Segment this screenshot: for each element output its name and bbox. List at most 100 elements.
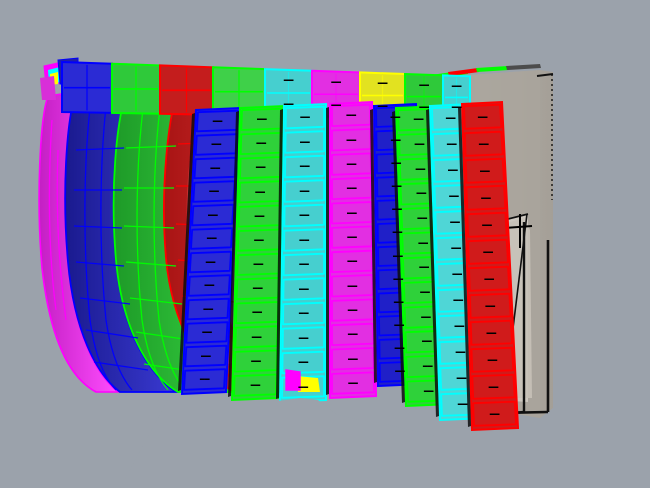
mesh-cell[interactable] <box>188 250 232 274</box>
cell-label: ▬▬ <box>202 329 212 336</box>
column-cyan-2-seam <box>426 109 439 417</box>
mesh-cell[interactable] <box>331 371 375 395</box>
cell-label: ▬▬ <box>331 101 341 108</box>
cell-label: ▬▬ <box>478 140 489 147</box>
mesh-cell[interactable] <box>185 321 229 344</box>
cell-label: ▬▬ <box>456 375 467 381</box>
mesh-cell[interactable] <box>191 203 235 227</box>
mesh-cell[interactable] <box>463 130 504 157</box>
cell-label: ▬▬ <box>421 313 431 320</box>
cell-label: ▬▬ <box>394 345 405 352</box>
mesh-cell[interactable] <box>331 249 374 274</box>
mesh-cell[interactable] <box>464 157 505 184</box>
mesh-cell[interactable] <box>471 373 516 400</box>
mesh-cell[interactable] <box>468 265 511 292</box>
stub-magenta <box>285 369 301 391</box>
column-green-1-seam <box>228 111 239 397</box>
cell-label: ▬▬ <box>348 379 358 386</box>
cell-label: ▬▬ <box>422 338 432 345</box>
mesh-cell[interactable] <box>468 292 512 319</box>
mesh-cell[interactable] <box>283 179 325 203</box>
cell-label: ▬▬ <box>347 258 357 265</box>
mesh-cell[interactable] <box>470 346 515 373</box>
mesh-cell[interactable] <box>331 347 375 371</box>
cell-label: ▬▬ <box>419 103 429 110</box>
mesh-cell[interactable] <box>467 238 509 265</box>
cell-label: ▬▬ <box>255 164 266 171</box>
cell-label: ▬▬ <box>348 355 358 362</box>
cell-label: ▬▬ <box>254 212 265 219</box>
mesh-cell[interactable] <box>469 319 513 346</box>
mesh-cell[interactable] <box>284 130 325 154</box>
cell-label: ▬▬ <box>346 112 356 119</box>
cell-label: ▬▬ <box>299 261 309 268</box>
cell-label: ▬▬ <box>255 188 265 195</box>
column-blue-1-seam <box>178 113 195 391</box>
cell-label: ▬▬ <box>252 285 263 292</box>
cell-label: ▬▬ <box>453 297 463 303</box>
cell-label: ▬▬ <box>487 356 498 363</box>
mesh-cell[interactable] <box>281 326 325 350</box>
mesh-cell[interactable] <box>183 368 227 391</box>
cell-label: ▬▬ <box>212 117 223 124</box>
mesh-cell[interactable] <box>283 203 325 228</box>
mesh-cell[interactable] <box>283 228 325 252</box>
column-red-1-seam <box>458 107 471 427</box>
cell-label: ▬▬ <box>253 261 264 268</box>
cell-label: ▬▬ <box>482 221 492 228</box>
mesh-cell[interactable] <box>284 154 325 179</box>
mesh-cell[interactable] <box>282 301 325 326</box>
mesh-cell[interactable] <box>331 298 374 322</box>
cell-label: ▬▬ <box>486 329 497 336</box>
cell-label: ▬▬ <box>457 401 468 407</box>
cell-label: ▬▬ <box>204 282 215 289</box>
cell-label: ▬▬ <box>298 359 309 366</box>
cell-label: ▬▬ <box>448 167 458 173</box>
mesh-cell[interactable] <box>463 103 503 130</box>
mesh-cell[interactable] <box>284 105 325 130</box>
column-blue-2-seam <box>370 109 377 383</box>
cell-label: ▬▬ <box>256 140 266 147</box>
label-columns[interactable] <box>120 100 520 488</box>
mesh-cell[interactable] <box>233 373 278 397</box>
cell-label: ▬▬ <box>451 245 461 251</box>
mesh-cell[interactable] <box>331 322 375 347</box>
mesh-cell[interactable] <box>184 344 228 368</box>
cell-label: ▬▬ <box>377 80 388 87</box>
cell-label: ▬▬ <box>393 298 404 305</box>
column-green-2-seam <box>392 111 405 403</box>
mesh-cell[interactable] <box>465 184 507 211</box>
mesh-cell[interactable] <box>472 400 517 427</box>
mesh-cell[interactable] <box>190 227 234 250</box>
cell-label: ▬▬ <box>452 271 462 277</box>
cell-label: ▬▬ <box>451 104 462 111</box>
cell-label: ▬▬ <box>393 275 403 282</box>
cell-label: ▬▬ <box>419 264 429 271</box>
cell-label: ▬▬ <box>331 78 341 85</box>
mesh-cell[interactable] <box>187 274 231 297</box>
cell-label: ▬▬ <box>392 206 402 213</box>
cell-label: ▬▬ <box>423 387 434 394</box>
cell-label: ▬▬ <box>445 115 456 121</box>
mesh-cell[interactable] <box>192 180 236 203</box>
stub-yellow <box>296 376 320 392</box>
cell-label: ▬▬ <box>480 167 490 174</box>
cell-label: ▬▬ <box>254 236 264 243</box>
cell-label: ▬▬ <box>449 193 459 199</box>
cell-label: ▬▬ <box>251 357 261 364</box>
mesh-cell[interactable] <box>282 277 325 301</box>
mesh-cell[interactable] <box>281 350 325 375</box>
cell-label: ▬▬ <box>299 163 310 170</box>
cell-label: ▬▬ <box>298 334 309 341</box>
cell-label: ▬▬ <box>415 165 426 172</box>
mesh-cell[interactable] <box>282 252 325 277</box>
cell-label: ▬▬ <box>347 209 357 216</box>
cell-label: ▬▬ <box>346 160 357 167</box>
mesh-cell[interactable] <box>186 297 230 321</box>
cell-label: ▬▬ <box>422 363 433 369</box>
mesh-cell[interactable] <box>466 211 508 238</box>
mesh-cell[interactable] <box>331 274 374 298</box>
cell-label: ▬▬ <box>347 233 357 240</box>
